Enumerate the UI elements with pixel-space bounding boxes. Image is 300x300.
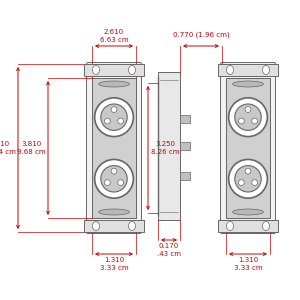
Circle shape <box>118 180 124 185</box>
Ellipse shape <box>128 221 136 230</box>
Text: 1.310
3.33 cm: 1.310 3.33 cm <box>100 257 128 271</box>
Bar <box>218 220 278 232</box>
Bar <box>84 220 144 232</box>
FancyBboxPatch shape <box>86 62 142 233</box>
Circle shape <box>238 118 244 124</box>
Circle shape <box>238 180 244 185</box>
Bar <box>180 172 190 180</box>
Bar <box>180 142 190 150</box>
Ellipse shape <box>99 81 129 87</box>
Text: 4.110
10.44 cm: 4.110 10.44 cm <box>0 141 16 155</box>
Text: 3.810
9.68 cm: 3.810 9.68 cm <box>17 141 46 155</box>
Ellipse shape <box>226 65 233 74</box>
Text: 1.310
3.33 cm: 1.310 3.33 cm <box>234 257 262 271</box>
Circle shape <box>235 166 261 192</box>
Circle shape <box>235 104 261 130</box>
Ellipse shape <box>92 221 100 230</box>
Circle shape <box>111 168 117 174</box>
Ellipse shape <box>232 81 263 87</box>
Circle shape <box>118 118 124 124</box>
Text: 2.610
6.63 cm: 2.610 6.63 cm <box>100 29 128 43</box>
Ellipse shape <box>262 221 269 230</box>
Bar <box>158 72 180 220</box>
Circle shape <box>101 104 127 130</box>
Circle shape <box>104 180 110 185</box>
Text: 3.250
8.26 cm: 3.250 8.26 cm <box>151 141 179 155</box>
Ellipse shape <box>232 209 263 215</box>
Text: 0.770 (1.96 cm): 0.770 (1.96 cm) <box>173 32 229 38</box>
Circle shape <box>94 98 134 136</box>
Circle shape <box>94 159 134 198</box>
Text: 0.170
.43 cm: 0.170 .43 cm <box>157 243 181 257</box>
FancyBboxPatch shape <box>220 62 275 233</box>
Circle shape <box>252 180 257 185</box>
Ellipse shape <box>99 209 129 215</box>
Bar <box>218 64 278 76</box>
Ellipse shape <box>226 221 233 230</box>
Ellipse shape <box>128 65 136 74</box>
Circle shape <box>229 98 267 136</box>
Circle shape <box>104 118 110 124</box>
Ellipse shape <box>92 65 100 74</box>
Circle shape <box>252 118 257 124</box>
Circle shape <box>229 159 267 198</box>
Bar <box>84 64 144 76</box>
Circle shape <box>111 106 117 112</box>
Ellipse shape <box>262 65 269 74</box>
Bar <box>180 116 190 123</box>
Circle shape <box>101 166 127 192</box>
Bar <box>226 78 270 218</box>
Circle shape <box>245 168 251 174</box>
Bar <box>92 78 136 218</box>
Circle shape <box>245 106 251 112</box>
